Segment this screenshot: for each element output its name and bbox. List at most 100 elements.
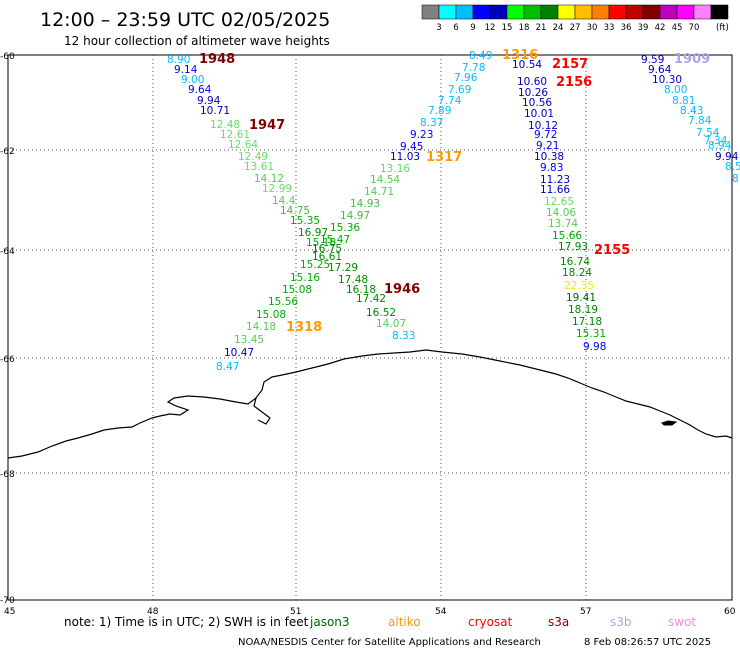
wave-height-label: 14.07 (376, 318, 406, 330)
colorbar-label: 18 (519, 23, 530, 33)
wave-height-label: 18.19 (568, 304, 598, 316)
map-subtitle: 12 hour collection of altimeter wave hei… (64, 34, 330, 48)
colorbar-label: 21 (536, 23, 547, 33)
colorbar-swatch (642, 4, 661, 20)
wave-height-label: 10.56 (522, 97, 552, 109)
colorbar-label: 30 (587, 23, 598, 33)
wave-height-label: 7.84 (688, 115, 712, 127)
wave-height-label: 14.71 (364, 186, 394, 198)
wave-height-label: 8.43 (680, 105, 703, 117)
lat-label: -70 (0, 596, 15, 606)
colorbar-label: 33 (604, 23, 615, 33)
wave-height-label: 7.54 (696, 127, 720, 139)
wave-height-label: 9.59 (641, 54, 664, 66)
legend-satellite-jason3: jason3 (309, 615, 350, 629)
legend-satellite-s3b: s3b (610, 615, 632, 629)
legend-satellite-cryosat: cryosat (468, 615, 513, 629)
colorbar-label: 12 (485, 23, 496, 33)
wave-height-label: 8 (732, 173, 739, 185)
wave-height-label: 8.49 (469, 50, 492, 62)
wave-height-label: 9.98 (583, 341, 606, 353)
wave-height-label: 7.74 (438, 95, 462, 107)
wave-height-label: 14.06 (546, 207, 576, 219)
wave-height-label: 10.60 (517, 76, 547, 88)
wave-height-colorbar: 3 6 9 12 15 18 21 24 27 30 33 36 39 42 45 70 (421, 4, 729, 33)
colorbar-label: 36 (621, 23, 632, 33)
wave-height-label: 14.12 (254, 173, 284, 185)
coastline (7, 349, 733, 459)
wave-height-label: 11.03 (390, 151, 420, 163)
wave-height-label: 10.47 (224, 347, 254, 359)
wave-height-label: 9.00 (181, 74, 204, 86)
wave-height-label: 16.18 (346, 284, 376, 296)
colorbar-label: 27 (570, 23, 581, 33)
pass-time-label: 1947 (249, 118, 285, 133)
colorbar-swatch (421, 4, 440, 20)
colorbar-label: 9 (470, 23, 475, 33)
wave-height-label: 9.64 (188, 84, 212, 96)
wave-height-label: 9.72 (534, 129, 557, 141)
map-frame (7, 54, 733, 601)
legend-note: note: 1) Time is in UTC; 2) SWH is in fe… (64, 615, 309, 629)
colorbar-swatch (438, 4, 457, 20)
colorbar-swatch (523, 4, 542, 20)
colorbar-swatch (693, 4, 712, 20)
wave-height-label: 8.00 (664, 84, 687, 96)
timestamp-text: 8 Feb 08:26:57 UTC 2025 (584, 637, 711, 648)
wave-height-label: 14.93 (350, 198, 380, 210)
wave-height-label: 10.12 (528, 120, 558, 132)
wave-height-label: 13.16 (380, 163, 410, 175)
wave-height-label: 15.25 (300, 259, 330, 271)
pass-time-label: 1317 (426, 150, 462, 165)
colorbar-swatch (455, 4, 474, 20)
lon-label: 54 (435, 607, 447, 617)
wave-height-label: 16.74 (560, 256, 590, 268)
wave-height-label: 12.48 (210, 119, 240, 131)
wave-height-label: 9.94 (197, 95, 221, 107)
wave-height-label: 9.21 (536, 140, 559, 152)
colorbar-swatch (489, 4, 508, 20)
wave-height-label: 16.97 (298, 227, 328, 239)
pass-time-label: 2155 (594, 243, 630, 258)
wave-height-label: 15.18 (306, 237, 336, 249)
wave-height-label: 15.08 (282, 284, 312, 296)
wave-height-label: 15.47 (320, 234, 350, 246)
lat-label: -64 (0, 247, 15, 257)
lat-label: -66 (0, 355, 15, 365)
wave-height-label: 8.37 (420, 117, 443, 129)
wave-height-label: 18.24 (562, 267, 592, 279)
wave-height-label: 11.23 (540, 174, 570, 186)
legend-satellite-altiko: altiko (388, 615, 421, 629)
wave-height-label: 15.66 (552, 230, 582, 242)
pass-time-label: 1948 (199, 52, 235, 67)
wave-height-label: 14.4 (272, 195, 296, 207)
wave-height-label: 11.66 (540, 184, 570, 196)
lon-label: 51 (290, 607, 301, 617)
graticule (8, 55, 732, 600)
lon-label: 57 (580, 607, 591, 617)
wave-height-label: 15.16 (290, 272, 320, 284)
colorbar-swatch (591, 4, 610, 20)
wave-height-label: 9.23 (410, 129, 433, 141)
wave-height-label: 15.36 (330, 222, 360, 234)
coastline-island (661, 420, 678, 426)
lat-label: -60 (0, 52, 15, 62)
legend-satellite-swot: swot (668, 615, 696, 629)
wave-height-label: 7.89 (428, 105, 451, 117)
wave-height-label: 15.08 (256, 309, 286, 321)
wave-height-label: 9.83 (540, 162, 563, 174)
wave-height-label: 10.01 (524, 108, 554, 120)
pass-time-label: 1946 (384, 282, 420, 297)
lon-label: 48 (147, 607, 159, 617)
colorbar-swatch (472, 4, 491, 20)
colorbar-label: 39 (638, 23, 649, 33)
colorbar-swatch (557, 4, 576, 20)
map-title: 12:00 – 23:59 UTC 02/05/2025 (40, 9, 330, 31)
wave-height-label: 9.94 (715, 151, 739, 163)
satellite-legend: jason3 altiko cryosat s3a s3b swot (309, 615, 696, 629)
wave-height-label: 7.34 (704, 135, 728, 147)
colorbar-swatch (506, 4, 525, 20)
wave-height-label: 8.5 (725, 161, 740, 173)
colorbar-swatch (625, 4, 644, 20)
